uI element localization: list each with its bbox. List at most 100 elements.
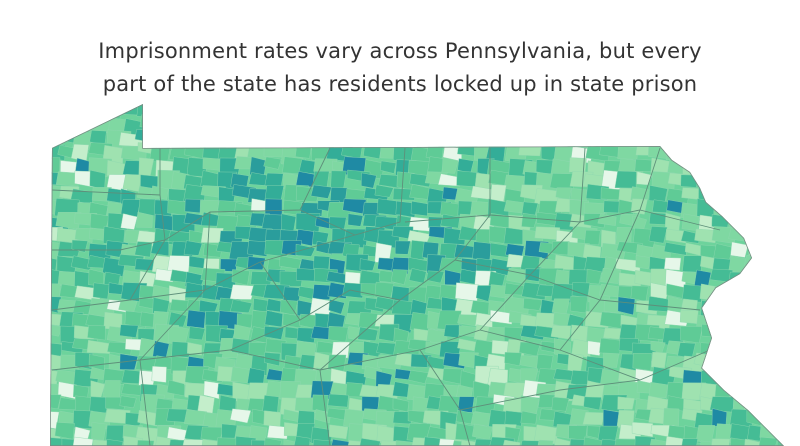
tract xyxy=(50,104,65,116)
tract xyxy=(506,104,530,117)
tract xyxy=(758,215,778,230)
tract xyxy=(650,104,673,120)
tract xyxy=(187,117,209,134)
tract xyxy=(374,184,394,198)
tract xyxy=(617,396,635,410)
tract xyxy=(758,201,780,220)
tract xyxy=(250,115,273,136)
tract xyxy=(776,339,784,355)
tract xyxy=(745,299,765,316)
tract xyxy=(87,104,112,116)
county-border xyxy=(299,147,406,236)
tract xyxy=(745,229,769,250)
tract xyxy=(421,130,440,147)
tract xyxy=(364,104,388,118)
county-borders xyxy=(51,147,721,446)
tract xyxy=(630,104,652,120)
tract xyxy=(727,298,750,319)
tract xyxy=(646,116,669,136)
tract xyxy=(441,104,465,121)
tract xyxy=(744,338,766,353)
tract xyxy=(504,410,524,427)
tract xyxy=(217,128,241,141)
tract xyxy=(50,129,65,144)
tract xyxy=(652,199,670,213)
tract xyxy=(188,326,206,341)
tract xyxy=(551,116,577,129)
tract xyxy=(263,143,285,158)
tract xyxy=(713,286,730,304)
county-border xyxy=(259,214,491,321)
tract xyxy=(567,353,584,373)
tract xyxy=(745,269,763,284)
tract xyxy=(183,240,203,256)
tract xyxy=(631,421,654,438)
tract xyxy=(775,114,784,127)
tract xyxy=(75,104,100,118)
tract xyxy=(203,380,220,400)
tract xyxy=(91,422,107,441)
tract xyxy=(525,104,542,123)
tract xyxy=(359,258,376,271)
tract xyxy=(713,131,732,147)
tract xyxy=(86,339,113,354)
tract xyxy=(327,393,349,408)
tract xyxy=(376,104,402,116)
tract xyxy=(312,116,331,134)
tract xyxy=(501,439,521,446)
tract xyxy=(746,283,769,300)
tract xyxy=(727,104,752,121)
tract xyxy=(50,394,62,410)
tract xyxy=(796,396,800,408)
tract xyxy=(760,269,779,288)
tract xyxy=(361,172,377,189)
tract xyxy=(519,117,544,135)
county-border xyxy=(319,274,531,371)
tract xyxy=(730,355,752,368)
tract xyxy=(550,325,572,340)
tract xyxy=(680,438,698,446)
tract xyxy=(795,214,800,233)
tract xyxy=(50,156,61,175)
tract xyxy=(701,324,723,338)
tract xyxy=(198,116,217,134)
tract xyxy=(761,118,780,138)
tract xyxy=(780,285,784,301)
tract xyxy=(758,130,782,144)
tract xyxy=(774,296,784,311)
tract xyxy=(759,144,783,159)
tract xyxy=(758,356,784,370)
tract xyxy=(795,114,800,132)
tract xyxy=(92,282,110,300)
tract xyxy=(729,282,748,298)
tract xyxy=(168,114,191,129)
tract xyxy=(235,435,257,446)
tract xyxy=(759,244,782,262)
tract xyxy=(119,324,139,338)
tract xyxy=(796,355,800,372)
tract xyxy=(410,200,428,217)
tract xyxy=(390,269,408,285)
tract xyxy=(677,342,696,358)
tract xyxy=(775,229,784,246)
tract xyxy=(396,104,415,123)
tract xyxy=(328,325,349,343)
tract xyxy=(795,426,800,444)
tract xyxy=(89,169,106,190)
tract xyxy=(604,118,627,136)
tract xyxy=(137,409,160,427)
tract xyxy=(791,329,800,342)
tract xyxy=(796,185,800,205)
tract xyxy=(166,408,188,423)
tract xyxy=(229,284,256,300)
tract xyxy=(218,104,242,120)
tract xyxy=(488,436,515,446)
tract xyxy=(409,128,433,142)
tract xyxy=(710,311,737,328)
tract xyxy=(154,268,174,283)
tract xyxy=(728,366,751,385)
tract xyxy=(696,172,721,190)
state-outline xyxy=(50,104,784,446)
tract xyxy=(165,128,190,141)
tract xyxy=(566,118,590,139)
